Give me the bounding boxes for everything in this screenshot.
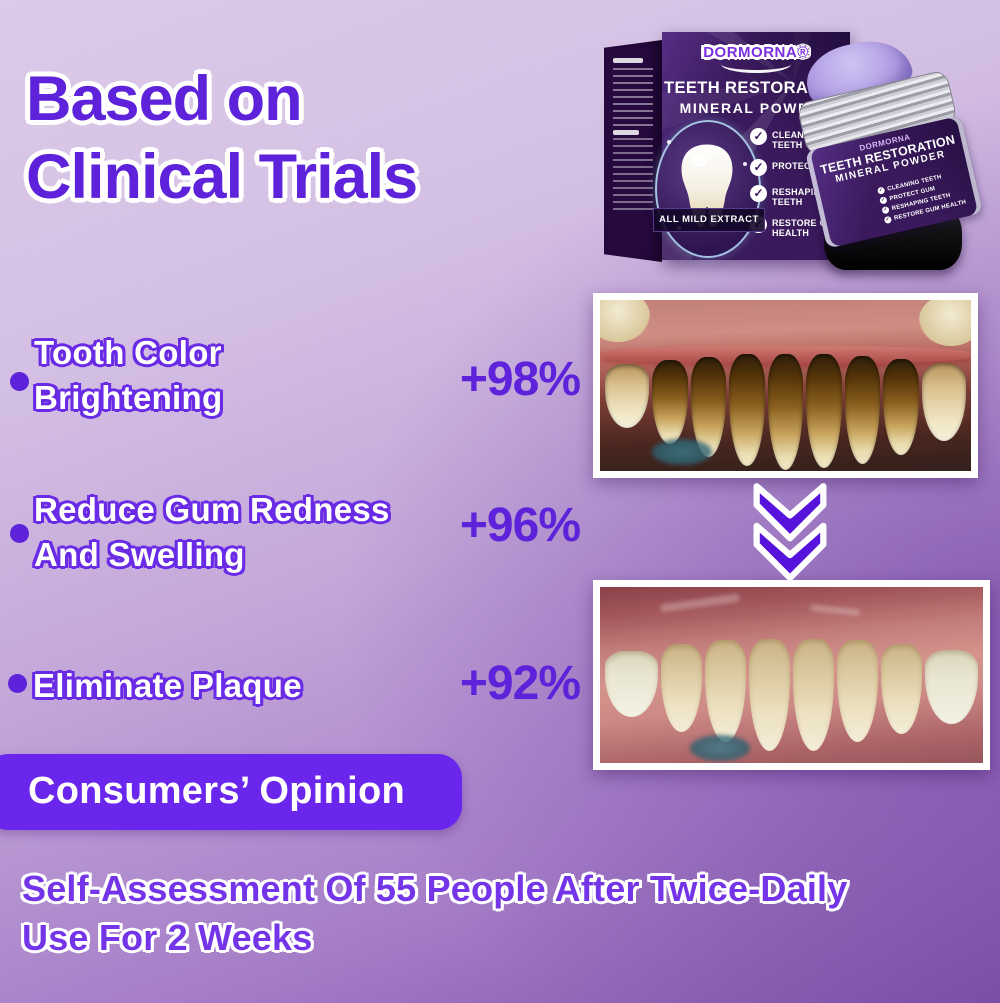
after-photo	[593, 580, 990, 770]
stat-value-gum: +96%	[459, 499, 581, 552]
fine-print-lines	[613, 68, 653, 126]
tooth-shape	[767, 354, 804, 470]
check-icon: ✓	[881, 205, 890, 215]
box-banner: ALL MILD EXTRACT	[653, 208, 765, 232]
check-icon: ✓	[879, 196, 888, 205]
tooth-shape	[806, 354, 842, 468]
tooth-shape	[921, 363, 966, 441]
after-photo-image	[600, 587, 983, 763]
check-icon: ✓	[750, 159, 767, 177]
tooth-shape	[793, 639, 834, 751]
check-icon: ✓	[876, 186, 886, 195]
sparkle-icon	[743, 162, 747, 166]
footnote: Self-Assessment Of 55 People After Twice…	[22, 864, 847, 962]
retractor-hint	[690, 735, 750, 761]
double-chevron-down-icon	[753, 483, 827, 580]
tooth-shape	[729, 354, 765, 466]
footnote-line2: Use For 2 Weeks	[22, 917, 313, 958]
tooth-shape	[661, 644, 703, 732]
retractor-hint	[652, 439, 712, 465]
fine-print-lines	[613, 138, 653, 210]
molar-highlight	[919, 300, 971, 346]
tooth-shape	[749, 639, 791, 751]
check-icon: ✓	[750, 128, 767, 145]
tooth-shape	[605, 364, 650, 428]
headline: Based on Clinical Trials	[26, 60, 418, 216]
sparkle-icon	[667, 140, 671, 144]
clean-teeth-row	[605, 639, 979, 751]
fine-print-heading	[613, 130, 639, 135]
tooth-shape	[844, 356, 881, 464]
consumers-opinion-badge: Consumers’ Opinion	[0, 754, 462, 830]
fine-print-heading	[613, 58, 643, 63]
stat-label-gum: Reduce Gum Redness And Swelling	[34, 491, 390, 573]
molar-highlight	[600, 300, 650, 342]
jar-feature-list: ✓ CLEANING TEETH ✓ PROTECT GUM ✓ RESHAPI…	[876, 169, 967, 225]
gloss-highlight	[659, 593, 741, 613]
stat-label-brightening: Tooth Color Brightening	[34, 334, 223, 416]
bullet-dot	[10, 524, 29, 543]
tooth-shape	[605, 651, 659, 717]
tooth-shape	[924, 650, 979, 724]
bullet-dot	[8, 674, 27, 693]
before-photo-image	[600, 300, 971, 471]
gloss-highlight	[809, 604, 861, 616]
bullet-dot	[10, 372, 29, 391]
headline-line1: Based on	[26, 64, 303, 134]
tooth-shape	[880, 644, 922, 734]
tooth-shape	[836, 640, 878, 742]
badge-label: Consumers’ Opinion	[28, 770, 405, 812]
tooth-emblem-circle	[655, 120, 761, 258]
stat-label-plaque: Eliminate Plaque	[33, 667, 302, 704]
stat-value-plaque: +92%	[459, 657, 581, 710]
check-icon: ✓	[750, 185, 767, 203]
tooth-shape	[883, 359, 919, 455]
stat-value-brightening: +98%	[459, 353, 581, 406]
logo-swoosh	[721, 61, 791, 73]
tooth-shape	[652, 360, 688, 444]
headline-line2: Clinical Trials	[26, 142, 418, 212]
before-photo	[593, 293, 978, 478]
check-icon: ✓	[883, 215, 893, 225]
tooth-shape	[705, 640, 747, 742]
footnote-line1: Self-Assessment Of 55 People After Twice…	[22, 868, 848, 909]
